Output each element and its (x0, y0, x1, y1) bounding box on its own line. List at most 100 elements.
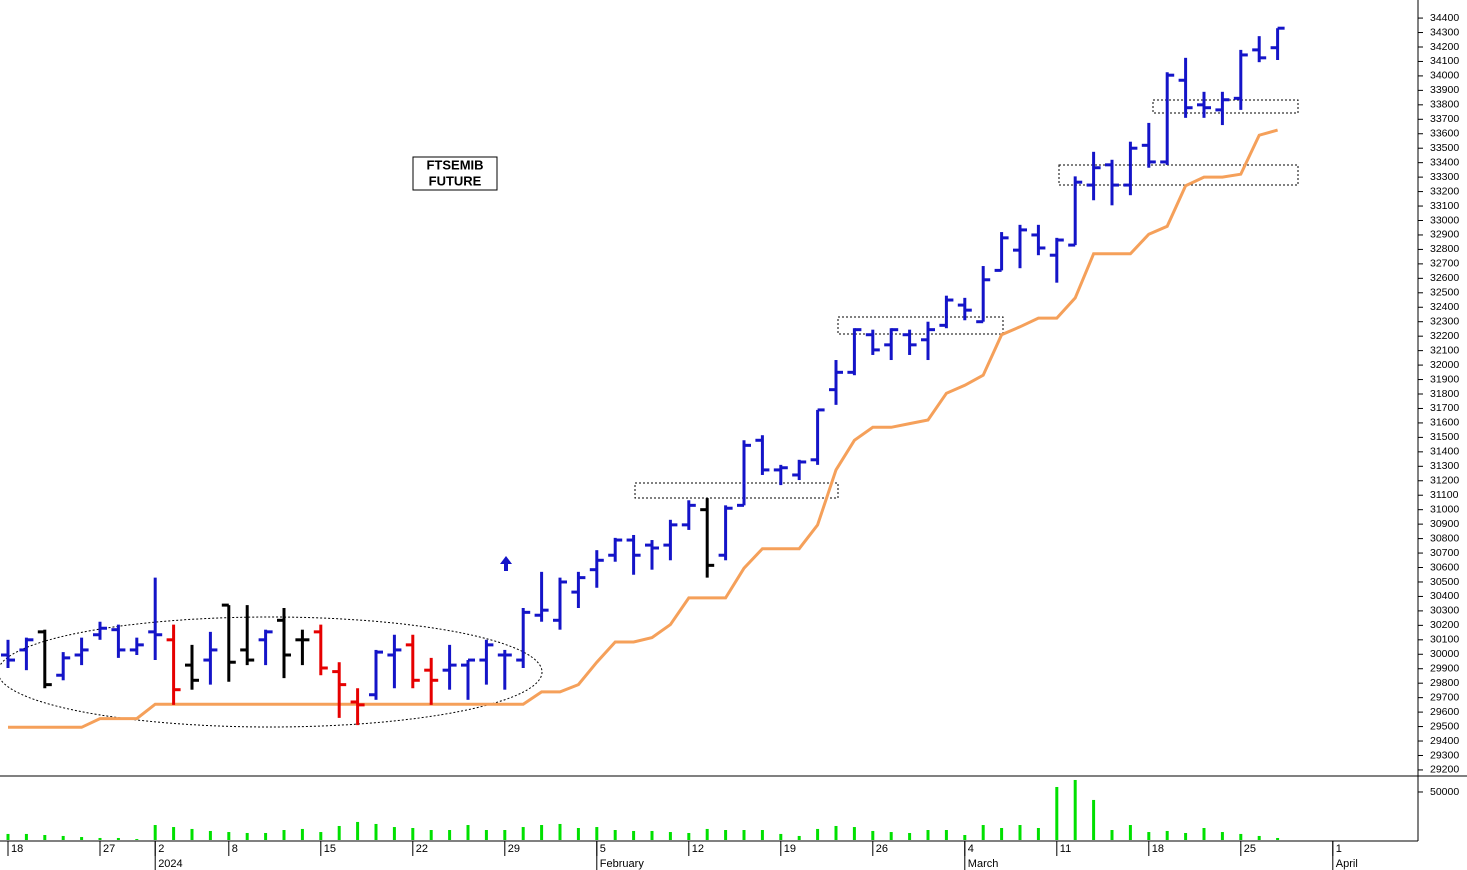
y-tick-label: 33700 (1430, 113, 1459, 125)
volume-bar (816, 828, 820, 840)
y-tick-label: 34300 (1430, 26, 1459, 38)
y-tick-label: 29700 (1430, 691, 1459, 703)
volume-bar (1257, 835, 1261, 840)
volume-bar (705, 828, 709, 840)
volume-bar (724, 830, 728, 840)
volume-bar (944, 830, 948, 840)
period-label: April (1336, 858, 1358, 870)
volume-bar (245, 832, 249, 840)
x-tick-label: 5 (600, 843, 606, 855)
volume-bar (687, 832, 691, 840)
annotation-box (412, 156, 498, 191)
volume-bar (1202, 827, 1206, 840)
x-tick-label: 19 (784, 843, 796, 855)
y-tick-label: 30000 (1430, 648, 1459, 660)
y-tick-label: 32800 (1430, 243, 1459, 255)
gap-box (1058, 164, 1299, 186)
y-tick-label: 31500 (1430, 431, 1459, 443)
y-tick-label: 30900 (1430, 518, 1459, 530)
volume-bar (356, 821, 360, 840)
volume-bar (208, 830, 212, 840)
y-tick-label: 31800 (1430, 388, 1459, 400)
y-tick-label: 32300 (1430, 315, 1459, 327)
x-tick-label: 15 (324, 843, 336, 855)
volume-bar (613, 830, 617, 840)
y-tick-label: 30600 (1430, 561, 1459, 573)
period-label: 2024 (158, 858, 182, 870)
y-tick-label: 30800 (1430, 532, 1459, 544)
volume-bar (1147, 832, 1151, 840)
volume-bar (1055, 786, 1059, 840)
volume-bar (6, 833, 10, 840)
signal-arrow (500, 556, 512, 571)
volume-bar (429, 830, 433, 840)
y-tick-label: 33900 (1430, 84, 1459, 96)
y-tick-label: 34400 (1430, 12, 1459, 24)
gap-box (837, 316, 1004, 335)
y-tick-label: 31200 (1430, 475, 1459, 487)
period-label: March (968, 858, 999, 870)
y-tick-label: 29800 (1430, 677, 1459, 689)
y-tick-label: 30100 (1430, 634, 1459, 646)
y-tick-label: 33600 (1430, 128, 1459, 140)
y-tick-label: 29400 (1430, 735, 1459, 747)
y-tick-label: 30500 (1430, 576, 1459, 588)
volume-bar (981, 825, 985, 840)
volume-bar (540, 825, 544, 840)
volume-bar (503, 830, 507, 840)
volume-bar (1165, 830, 1169, 840)
volume-bar (190, 828, 194, 840)
volume-bar (797, 835, 801, 840)
volume-bar (24, 833, 28, 840)
y-tick-label: 32200 (1430, 330, 1459, 342)
overlay-line (8, 128, 1279, 729)
y-tick-label: 32500 (1430, 287, 1459, 299)
y-tick-label: 32000 (1430, 359, 1459, 371)
volume-bar (852, 827, 856, 840)
y-tick-label: 30200 (1430, 619, 1459, 631)
y-tick-label: 31100 (1430, 489, 1459, 501)
volume-bar (1073, 779, 1077, 840)
x-tick-label: 18 (11, 843, 23, 855)
volume-bar (521, 827, 525, 840)
volume-bar (558, 823, 562, 840)
volume-bar (1128, 825, 1132, 840)
y-tick-label: 30700 (1430, 547, 1459, 559)
x-tick-label: 1 (1336, 843, 1342, 855)
volume-bar (227, 832, 231, 840)
volume-bar (1036, 827, 1040, 840)
volume-bar (632, 830, 636, 840)
volume-bar (889, 832, 893, 840)
volume-bar (374, 823, 378, 840)
volume-bar (264, 832, 268, 840)
volume-bar (1239, 833, 1243, 840)
y-tick-label: 34100 (1430, 55, 1459, 67)
volume-bar (282, 830, 286, 840)
y-tick-label: 29200 (1430, 764, 1459, 776)
y-tick-label: 31000 (1430, 503, 1459, 515)
y-tick-label: 32700 (1430, 258, 1459, 270)
x-tick-label: 27 (103, 843, 115, 855)
y-tick-label: 30400 (1430, 590, 1459, 602)
y-tick-label: 33800 (1430, 99, 1459, 111)
volume-bar (926, 830, 930, 840)
volume-bar (1276, 837, 1280, 840)
y-tick-label: 33100 (1430, 200, 1459, 212)
x-tick-label: 29 (508, 843, 520, 855)
volume-bar (668, 832, 672, 840)
volume-bar (1220, 832, 1224, 840)
period-label: February (600, 858, 645, 870)
volume-bar (908, 832, 912, 840)
y-tick-label: 33300 (1430, 171, 1459, 183)
y-tick-label: 31700 (1430, 402, 1459, 414)
x-tick-label: 4 (968, 843, 974, 855)
x-tick-label: 26 (876, 843, 888, 855)
y-tick-label: 31300 (1430, 460, 1459, 472)
x-tick-label: 2 (158, 843, 164, 855)
y-tick-label: 50000 (1430, 786, 1459, 798)
volume-bar (484, 830, 488, 840)
volume-bar (153, 825, 157, 840)
